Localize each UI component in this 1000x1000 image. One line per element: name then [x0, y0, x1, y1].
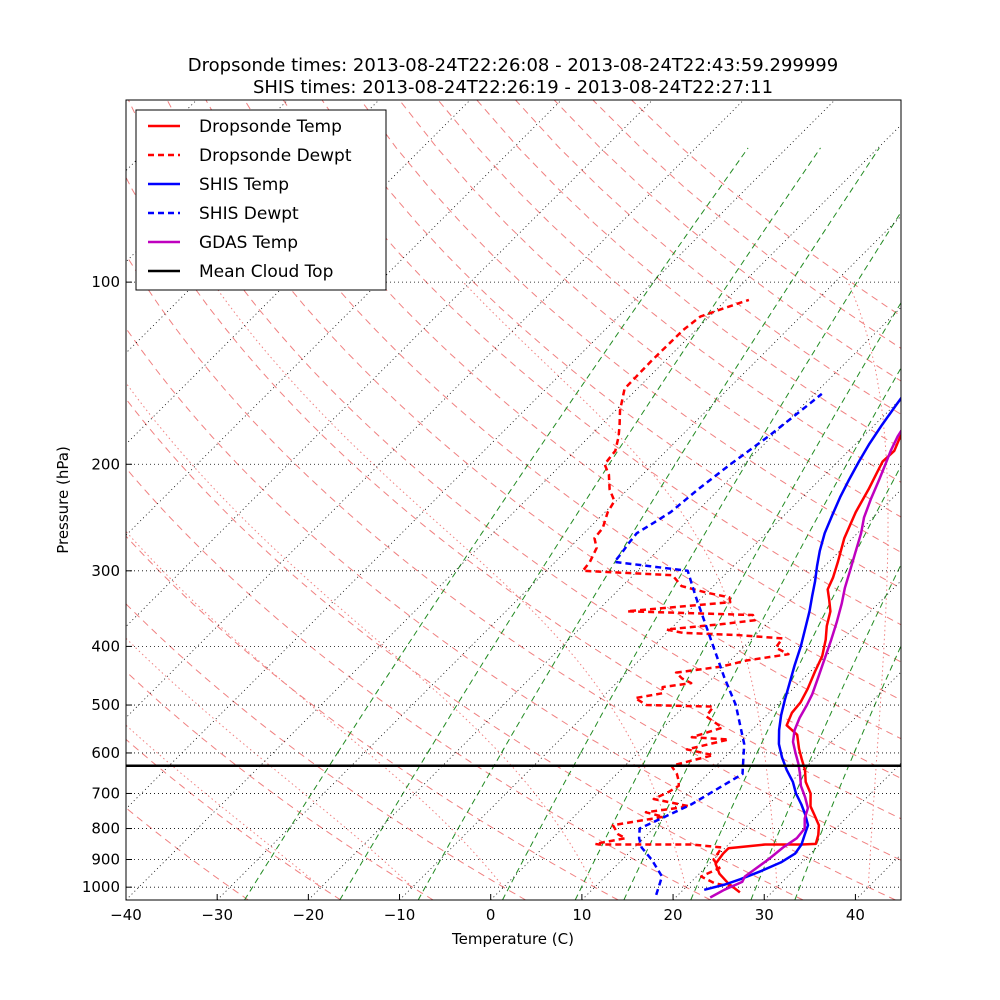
- dry-adiabat: [126, 807, 249, 900]
- dry-adiabat: [553, 100, 901, 382]
- moist-adiabat: [462, 281, 778, 888]
- dry-adiabat-lines: [126, 100, 901, 900]
- y-axis-ticks: 100 200 300 400 500 600 700 800 900 1000: [82, 273, 132, 896]
- dry-adiabat: [126, 467, 711, 900]
- dry-adiabat: [126, 398, 804, 900]
- legend-label: GDAS Temp: [199, 233, 298, 253]
- isotherm-line: [0, 100, 14, 900]
- y-tick-label: 900: [91, 850, 120, 868]
- dry-adiabat: [126, 603, 526, 900]
- dry-adiabat: [126, 327, 896, 900]
- y-tick-label: 800: [91, 820, 120, 838]
- legend-label: Mean Cloud Top: [199, 262, 333, 282]
- dry-adiabat: [321, 100, 901, 589]
- y-tick-label: 400: [91, 637, 120, 655]
- y-tick-label: 700: [91, 784, 120, 802]
- dry-adiabat: [244, 100, 901, 663]
- y-tick-label: 1000: [82, 878, 120, 896]
- x-tick-label: −20: [293, 906, 325, 924]
- y-axis-label: Pressure (hPa): [54, 446, 72, 554]
- legend-label: Dropsonde Temp: [199, 117, 342, 137]
- isotherm-line: [672, 671, 901, 900]
- mixing-ratio-line: [794, 748, 857, 900]
- mixing-ratio-lines: [244, 147, 901, 900]
- series-layer: [581, 298, 901, 899]
- mixing-ratio-line: [427, 147, 821, 754]
- moist-adiabat-lines: [126, 281, 889, 888]
- mixing-ratio-line: [417, 748, 505, 900]
- isotherm-line: [490, 489, 901, 900]
- isotherm-line: [399, 397, 901, 900]
- legend-box: [135, 109, 387, 291]
- y-tick-label: 300: [91, 562, 120, 580]
- dry-adiabat: [360, 100, 901, 553]
- y-tick-label: 600: [91, 744, 120, 762]
- mixing-ratio-line: [690, 748, 760, 900]
- x-axis-label: Temperature (C): [451, 930, 574, 948]
- dry-adiabat: [126, 670, 434, 900]
- mixing-ratio-line: [623, 748, 698, 900]
- moist-adiabat: [211, 281, 687, 888]
- dry-adiabat: [126, 254, 901, 861]
- mixing-ratio-line: [502, 748, 584, 900]
- mixing-ratio-line: [574, 748, 652, 900]
- mixing-ratio-line: [853, 644, 901, 754]
- x-tick-label: −10: [384, 906, 416, 924]
- dry-adiabat: [592, 100, 901, 349]
- moist-adiabat: [126, 724, 322, 888]
- chart-title-line2: SHIS times: 2013-08-24T22:26:19 - 2013-0…: [253, 77, 773, 98]
- moist-adiabat: [126, 637, 413, 888]
- plot-frame: [125, 99, 902, 901]
- isotherm-line: [308, 306, 901, 900]
- mixing-ratio-line: [339, 748, 431, 900]
- dry-adiabat: [282, 100, 901, 626]
- series-line-dropsonde-dewpt: [581, 298, 790, 889]
- mixing-ratio-line: [580, 211, 901, 754]
- dry-adiabat: [515, 100, 901, 415]
- dry-adiabat: [476, 100, 901, 449]
- legend-label: SHIS Dewpt: [199, 204, 299, 224]
- x-tick-label: 20: [664, 906, 683, 924]
- legend: Dropsonde Temp Dropsonde Dewpt SHIS Temp SH…: [135, 109, 387, 291]
- series-line-dropsonde-temp: [714, 432, 901, 894]
- moist-adiabat: [126, 530, 504, 888]
- series-line-shis-dewpt: [613, 392, 823, 896]
- moist-adiabat: [126, 382, 596, 888]
- mixing-ratio-line: [750, 748, 816, 900]
- legend-label: SHIS Temp: [199, 175, 289, 195]
- x-axis-ticks: −40 −30 −20 −10 0 10 20 30 40: [110, 894, 865, 924]
- mixing-ratio-line: [812, 563, 901, 754]
- mixing-ratio-line: [500, 147, 880, 754]
- x-tick-label: −40: [110, 906, 142, 924]
- series-line-gdas-temp: [709, 428, 901, 899]
- x-tick-label: −30: [201, 906, 233, 924]
- isotherm-line: [947, 100, 1000, 900]
- mixing-ratio-line: [244, 748, 341, 900]
- y-tick-label: 100: [91, 273, 120, 291]
- dry-adiabat: [437, 100, 901, 483]
- x-tick-label: 0: [486, 906, 496, 924]
- y-tick-label: 200: [91, 455, 120, 473]
- dry-adiabat: [399, 100, 901, 518]
- isotherm-line: [855, 853, 901, 900]
- x-tick-label: 10: [572, 906, 591, 924]
- series-line-shis-temp: [703, 396, 901, 892]
- dry-adiabat: [126, 176, 901, 820]
- plot-area: [0, 100, 1000, 900]
- x-tick-label: 30: [755, 906, 774, 924]
- mixing-ratio-line: [694, 367, 901, 754]
- chart-title-line1: Dropsonde times: 2013-08-24T22:26:08 - 2…: [188, 55, 838, 76]
- legend-label: Dropsonde Dewpt: [199, 146, 352, 166]
- x-tick-label: 40: [846, 906, 865, 924]
- isotherm-line: [0, 100, 105, 900]
- mixing-ratio-line: [337, 147, 749, 754]
- y-tick-label: 500: [91, 696, 120, 714]
- dry-adiabat: [166, 100, 901, 740]
- mixing-ratio-line: [756, 464, 901, 754]
- moist-adiabat: [847, 281, 889, 888]
